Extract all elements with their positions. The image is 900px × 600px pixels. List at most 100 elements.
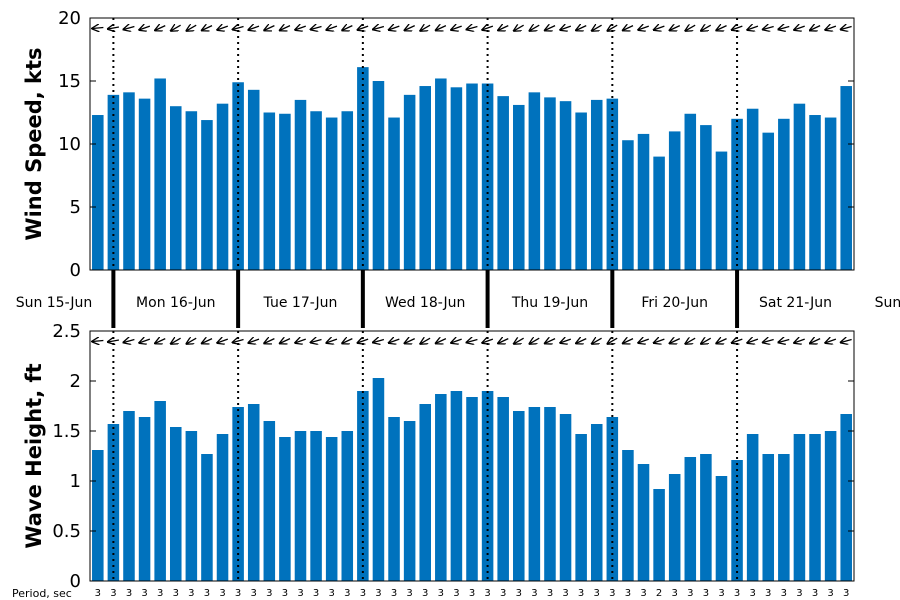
wave-bar: [450, 391, 463, 581]
period-value: 3: [188, 588, 194, 599]
wind-direction-arrow: [358, 26, 369, 30]
wave-direction-arrow: [514, 338, 524, 344]
period-value: 3: [625, 588, 631, 599]
period-value: 3: [235, 588, 241, 599]
wave-bar: [279, 437, 291, 581]
wind-bar: [637, 133, 650, 270]
period-value: 3: [219, 588, 225, 599]
period-value: 3: [141, 588, 147, 599]
period-value: 3: [531, 588, 537, 599]
wave-direction-arrow: [264, 339, 275, 344]
wave-bar: [435, 394, 447, 581]
wind-direction-arrow: [436, 26, 447, 31]
wave-bar: [793, 434, 806, 581]
wave-y-tick-label: 0: [70, 571, 81, 592]
period-value: 3: [796, 588, 802, 599]
wind-bar: [310, 111, 322, 271]
wind-bar: [232, 82, 244, 270]
wind-direction-arrow: [342, 26, 353, 31]
period-value: 3: [469, 588, 475, 599]
period-value: 3: [204, 588, 210, 599]
wind-bar: [435, 78, 447, 270]
wind-direction-arrow: [732, 26, 743, 30]
period-value: 3: [173, 588, 179, 599]
wind-direction-arrow: [763, 27, 774, 30]
period-value: 3: [578, 588, 584, 599]
wind-direction-arrow: [778, 27, 790, 30]
period-value: 2: [656, 588, 662, 599]
wave-bar: [201, 454, 213, 581]
wind-y-tick-label: 10: [58, 134, 81, 155]
wave-direction-arrow: [592, 338, 602, 344]
wave-direction-arrow: [248, 339, 260, 343]
wave-bar: [169, 427, 182, 581]
wave-axes-frame: [89, 330, 855, 582]
wind-direction-arrow: [389, 26, 400, 30]
day-label: Mon 16-Jun: [136, 295, 216, 311]
wave-direction-arrow: [778, 340, 790, 343]
wind-bar: [715, 151, 728, 270]
wind-bar: [92, 115, 104, 271]
day-label: Fri 20-Jun: [641, 295, 708, 311]
period-value: 3: [157, 588, 163, 599]
wind-direction-arrow: [311, 27, 322, 30]
wave-direction-arrow: [451, 339, 462, 343]
period-value: 3: [422, 588, 428, 599]
wave-bar: [294, 431, 307, 581]
wind-bar: [778, 118, 790, 270]
period-value: 3: [391, 588, 397, 599]
period-value: 3: [687, 588, 693, 599]
wave-bar: [653, 489, 665, 581]
wind-direction-arrow: [326, 26, 338, 30]
wave-direction-arrow: [280, 339, 291, 344]
wave-bar: [840, 414, 852, 581]
wind-bar: [419, 86, 431, 270]
wave-bar: [138, 417, 151, 581]
period-value: 3: [266, 588, 272, 599]
period-value: 3: [95, 588, 101, 599]
wind-bar: [185, 111, 198, 271]
wave-direction-arrow: [358, 339, 369, 343]
wind-direction-arrow: [716, 26, 727, 31]
wind-bar: [809, 115, 821, 271]
period-value: 3: [594, 588, 600, 599]
wind-direction-arrow: [747, 26, 759, 30]
wind-direction-arrow: [124, 27, 135, 30]
day-label: Thu 19-Jun: [511, 295, 588, 311]
wind-direction-arrow: [92, 28, 104, 29]
wave-bar: [746, 434, 759, 581]
wave-direction-arrow: [326, 339, 338, 343]
wave-direction-arrow: [405, 339, 415, 344]
day-label: Sun 15-Jun: [16, 295, 93, 311]
wind-direction-arrow: [155, 26, 166, 31]
wind-bar: [731, 118, 743, 270]
wind-bar: [466, 83, 478, 271]
wave-direction-arrow: [638, 339, 650, 343]
wave-bar: [357, 391, 369, 581]
wind-bar: [138, 98, 151, 270]
period-value: 3: [734, 588, 740, 599]
wind-bar: [590, 99, 603, 271]
wave-direction-arrow: [841, 340, 852, 343]
wind-direction-arrow: [825, 26, 837, 30]
period-value: 3: [718, 588, 724, 599]
period-value: 3: [344, 588, 350, 599]
period-value: 3: [640, 588, 646, 599]
wave-direction-arrow: [233, 340, 244, 343]
wind-direction-arrow: [810, 26, 821, 31]
wind-bar: [403, 94, 416, 270]
wave-bar: [700, 454, 712, 581]
wave-bar: [762, 454, 775, 581]
wind-direction-arrow: [373, 27, 385, 30]
wave-bar: [559, 414, 572, 581]
period-value: 3: [781, 588, 787, 599]
wave-bar: [466, 397, 478, 581]
wave-bar: [622, 450, 634, 581]
wind-ylabel: Wind Speed, kts: [22, 47, 46, 240]
wind-bar: [544, 97, 556, 270]
wind-bar: [481, 83, 494, 271]
wind-direction-arrow: [467, 27, 478, 30]
wave-bar: [388, 417, 400, 581]
wind-bar: [559, 101, 572, 270]
wave-y-tick-label: 1.5: [52, 421, 81, 442]
